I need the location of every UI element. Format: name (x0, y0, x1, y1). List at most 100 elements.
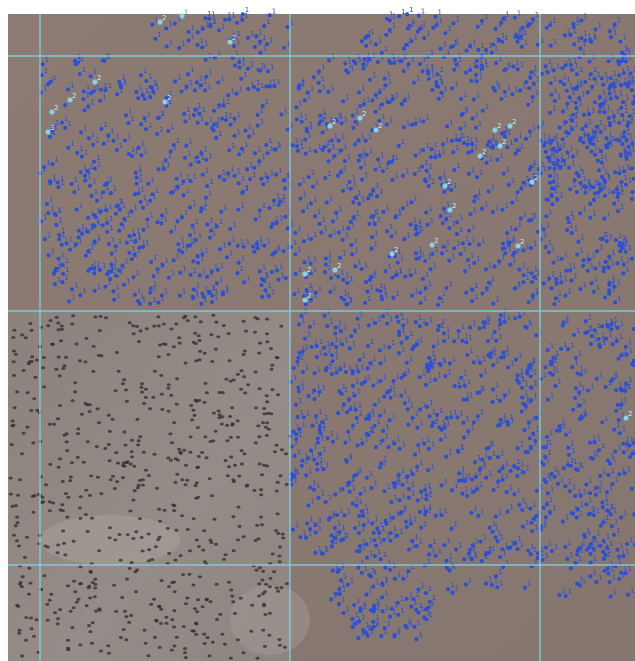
annotation-label: 1 (354, 237, 358, 245)
annotation-point (113, 244, 118, 249)
annotation-label: 1 (507, 129, 511, 137)
bird (144, 468, 148, 472)
annotation-point (368, 192, 373, 197)
annotation-label: 1 (574, 62, 578, 70)
annotation-label: 1 (570, 440, 574, 448)
bird (68, 479, 73, 483)
annotation-label: 1 (476, 92, 480, 100)
annotation-point (470, 299, 475, 304)
annotation-label: 1 (365, 56, 369, 64)
annotation-label: 1 (252, 171, 256, 179)
annotation-label: 1 (552, 17, 556, 25)
annotation-label: 1 (222, 97, 226, 105)
bird (213, 429, 218, 433)
annotation-label: 1 (428, 280, 432, 288)
annotation-label: 1 (321, 490, 325, 498)
bird (8, 492, 13, 496)
annotation-point (183, 119, 188, 124)
bird (73, 390, 78, 394)
annotation-point (144, 127, 148, 132)
annotation-point (620, 246, 625, 250)
bird (225, 474, 230, 478)
annotation-label: 1 (260, 118, 264, 126)
annotation-label: 1 (230, 87, 234, 95)
bird (191, 583, 196, 587)
annotation-label: 1 (325, 142, 329, 150)
annotation-label: 1 (474, 293, 478, 301)
annotation-point (308, 261, 313, 266)
annotation-label: 1 (119, 198, 123, 206)
annotation-label: 1 (302, 177, 306, 185)
annotation-point (502, 68, 507, 73)
annotation-label: 1 (261, 62, 265, 70)
annotation-label: 1 (265, 176, 269, 184)
bird (118, 636, 123, 639)
annotation-label: 1 (343, 532, 347, 540)
annotation-label: 1 (609, 484, 613, 492)
annotation-label: 1 (208, 190, 212, 198)
annotation-label: 1 (604, 71, 608, 79)
bird (201, 548, 206, 552)
bird (207, 654, 212, 658)
annotation-label: 1 (532, 162, 536, 170)
annotation-point (83, 253, 88, 258)
annotation-label: 1 (316, 383, 320, 391)
bird (202, 642, 207, 645)
annotation-label: 1 (348, 62, 352, 70)
annotation-label: 1 (425, 142, 429, 150)
annotation-label: 1 (173, 224, 177, 232)
annotation-label: 1 (378, 104, 382, 112)
bird (172, 644, 177, 648)
annotation-label: 1 (354, 246, 358, 254)
bird (160, 408, 165, 411)
annotation-label: 1 (574, 112, 578, 120)
annotation-label: 1 (414, 288, 418, 296)
annotation-point (502, 246, 507, 251)
annotation-label: 1 (550, 192, 554, 200)
annotation-point (614, 238, 618, 242)
annotation-label: 1 (89, 223, 93, 231)
annotation-label: 1 (52, 175, 56, 183)
bird (195, 426, 200, 430)
annotation-label: 1 (355, 363, 359, 371)
bird (57, 374, 62, 378)
bird (241, 353, 246, 356)
annotation-label: 1 (97, 161, 101, 169)
bird (129, 438, 134, 442)
annotation-label: 1 (479, 481, 483, 489)
bird (210, 640, 215, 644)
annotation-point (458, 252, 463, 257)
annotation-label: 1 (360, 133, 364, 141)
annotation-label: 1 (463, 246, 467, 254)
annotation-label: 1 (325, 461, 329, 469)
annotation-label: 2 (452, 202, 456, 210)
annotation-point (615, 261, 620, 266)
bird (153, 545, 158, 549)
annotation-label: 1 (109, 175, 113, 183)
annotation-point (61, 271, 66, 276)
annotation-label: 1 (214, 263, 218, 271)
annotation-label: 1 (126, 211, 130, 219)
annotation-label: 1 (355, 378, 359, 386)
bird (56, 465, 61, 469)
annotation-point (120, 263, 125, 268)
bird (200, 451, 205, 454)
bird (274, 586, 279, 590)
annotation-label: 1 (461, 323, 465, 331)
annotation-point (323, 262, 328, 267)
annotation-label: 1 (460, 443, 464, 451)
annotation-label: 1 (186, 187, 190, 195)
annotation-point (620, 112, 625, 117)
annotation-label: 1 (70, 82, 74, 90)
annotation-point (42, 237, 47, 242)
bird (204, 597, 209, 601)
annotation-label: 1 (397, 571, 401, 579)
bird (249, 629, 254, 633)
bird (227, 359, 232, 363)
annotation-point (141, 245, 146, 249)
bird (162, 508, 167, 512)
annotation-point (581, 258, 586, 263)
bird (257, 387, 262, 391)
annotation-label: 1 (479, 73, 483, 81)
annotation-label: 1 (512, 234, 516, 242)
